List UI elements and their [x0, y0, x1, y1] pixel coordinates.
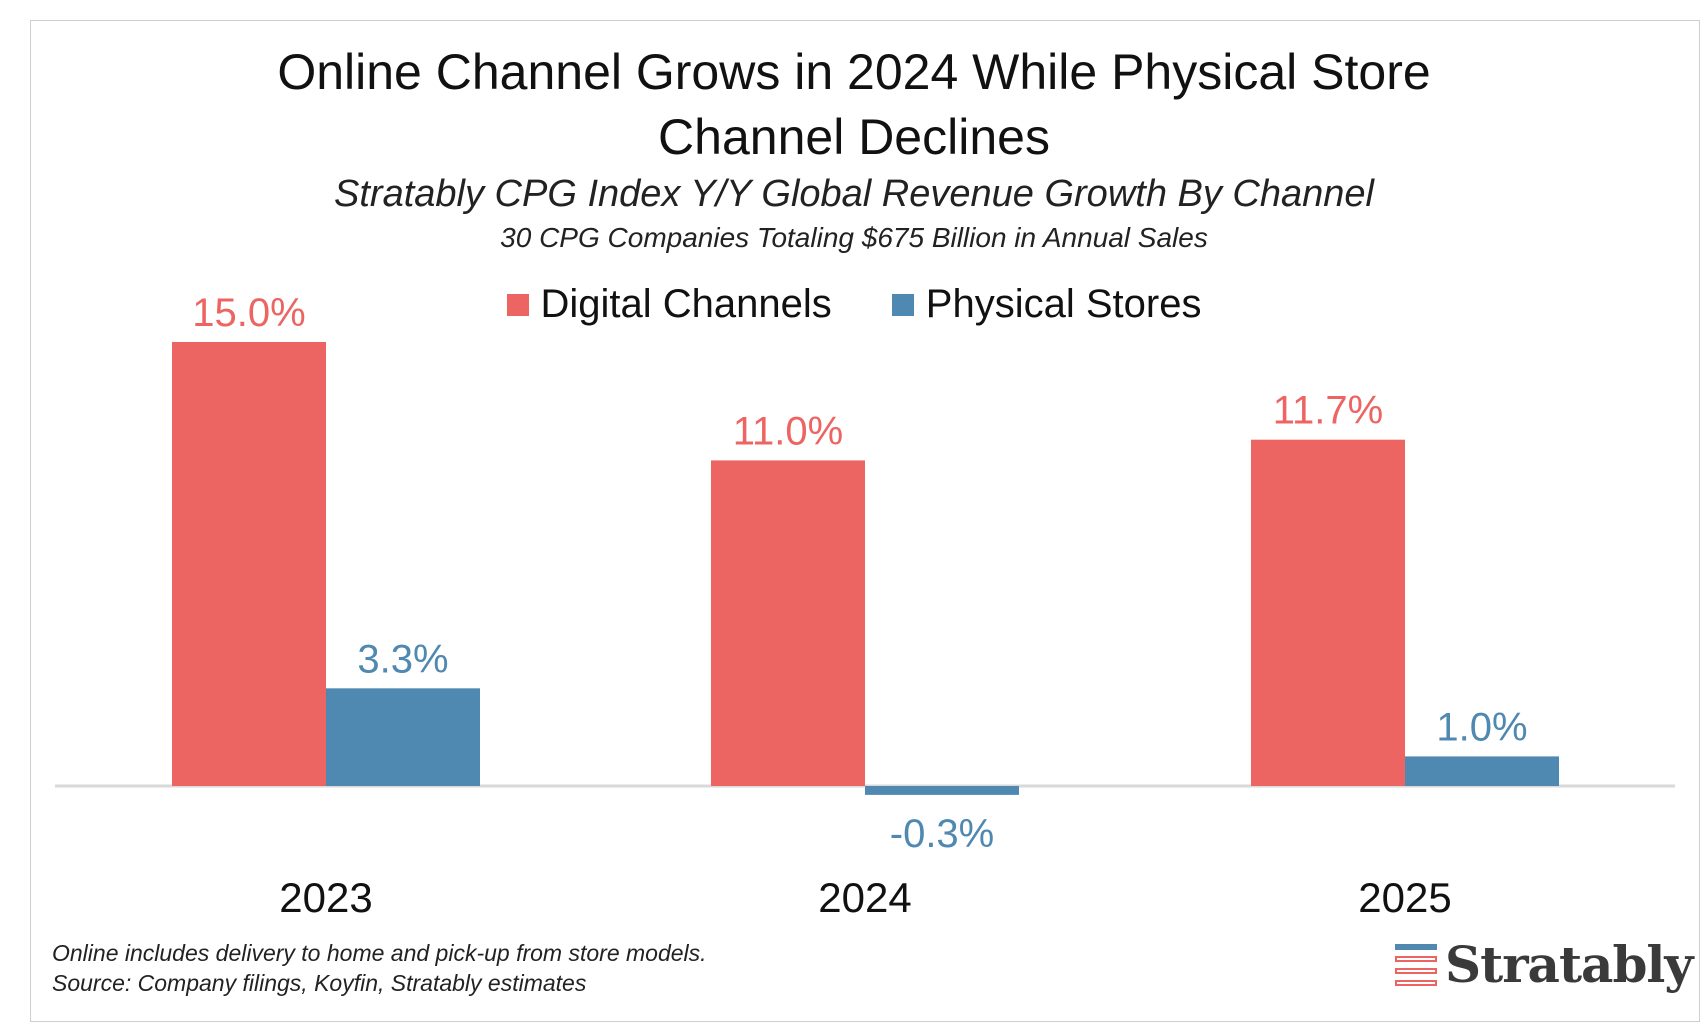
bar-physical-2024: [865, 786, 1019, 795]
stratably-logo: Stratably: [1395, 935, 1693, 994]
bar-physical-2023: [326, 688, 480, 786]
data-label-digital-2025: 11.7%: [1273, 389, 1383, 433]
legend-swatch-digital: [506, 293, 529, 316]
legend-label-physical: Physical Stores: [925, 282, 1202, 326]
footnote-definition: Online includes delivery to home and pic…: [52, 940, 707, 966]
data-label-physical-2023: 3.3%: [357, 637, 448, 681]
data-label-digital-2024: 11.0%: [733, 409, 843, 453]
legend-swatch-physical: [891, 293, 914, 316]
bar-digital-2025: [1251, 439, 1405, 786]
data-label-digital-2023: 15.0%: [192, 291, 305, 335]
legend: Digital Channels Physical Stores: [0, 282, 1708, 327]
footnote-source: Source: Company filings, Koyfin, Stratab…: [52, 970, 587, 996]
x-tick-label-2024: 2024: [818, 874, 911, 921]
legend-item-digital: Digital Channels: [506, 282, 832, 327]
chart-title-line1: Online Channel Grows in 2024 While Physi…: [277, 44, 1431, 100]
bar-digital-2023: [172, 342, 326, 786]
x-tick-label-2023: 2023: [279, 874, 372, 921]
bar-physical-2025: [1405, 756, 1559, 786]
bar-digital-2024: [711, 460, 865, 786]
legend-item-physical: Physical Stores: [891, 282, 1202, 327]
chart-title-line2: Channel Declines: [658, 109, 1050, 165]
chart-subtitle: Stratably CPG Index Y/Y Global Revenue G…: [334, 173, 1374, 215]
chart-sub-subtitle: 30 CPG Companies Totaling $675 Billion i…: [500, 222, 1208, 253]
x-tick-label-2025: 2025: [1358, 874, 1451, 921]
logo-text: Stratably: [1445, 935, 1693, 994]
logo-stripes-icon: [1395, 943, 1437, 986]
data-label-physical-2024: -0.3%: [890, 812, 995, 856]
data-label-physical-2025: 1.0%: [1436, 705, 1527, 749]
legend-label-digital: Digital Channels: [540, 282, 832, 326]
